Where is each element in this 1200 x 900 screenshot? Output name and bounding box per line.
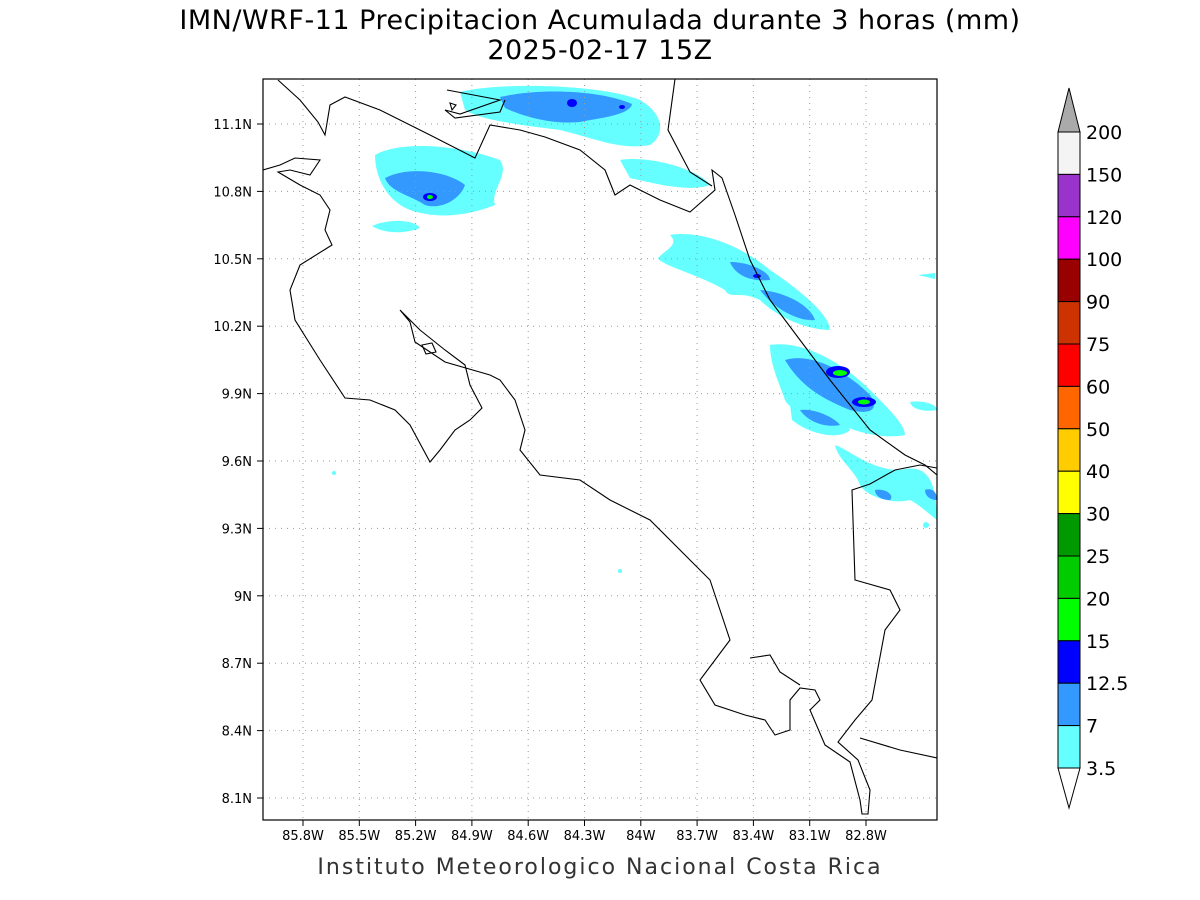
colorbar-label: 100 [1086, 249, 1122, 271]
lon-tick-label: 85.2W [395, 829, 437, 844]
lon-tick-label: 85.8W [282, 829, 324, 844]
colorbar-swatch [1057, 555, 1081, 599]
lat-tick-label: 10.8N [213, 185, 252, 200]
lat-tick-label: 9.3N [222, 522, 252, 537]
colorbar-swatch [1057, 131, 1081, 175]
colorbar-label: 30 [1086, 504, 1110, 526]
lat-tick-label: 11.1N [213, 118, 252, 133]
colorbar-over-arrow [1057, 87, 1081, 133]
precip-7-12.5 [385, 91, 937, 500]
lon-tick-label: 83.1W [789, 829, 831, 844]
lat-tick-label: 9N [234, 590, 252, 605]
colorbar-label: 25 [1086, 546, 1110, 568]
lat-tick-label: 8.1N [222, 792, 252, 807]
lon-tick-label: 82.8W [845, 829, 887, 844]
lat-tick-label: 10.2N [213, 320, 252, 335]
colorbar-swatch [1057, 640, 1081, 684]
colorbar-swatch [1057, 216, 1081, 260]
lon-tick-label: 84.9W [451, 829, 493, 844]
precip-12.5-15 [423, 99, 876, 407]
colorbar-swatch [1057, 597, 1081, 642]
precip-field [332, 85, 937, 573]
map-frame [262, 78, 938, 821]
lon-tick-label: 83.4W [732, 829, 774, 844]
colorbar-swatch [1057, 513, 1081, 557]
colorbar-label: 40 [1086, 461, 1110, 483]
colorbar-label: 15 [1086, 631, 1110, 653]
lon-tick-label: 83.7W [676, 829, 718, 844]
colorbar-label: 20 [1086, 588, 1110, 610]
map-datetime: 2025-02-17 15Z [487, 35, 713, 66]
colorbar-under-arrow [1057, 767, 1081, 810]
colorbar: 200 150 120 100 90 75 60 50 40 30 25 20 15 12.5 7 3.5 [1057, 87, 1128, 810]
colorbar-label: 200 [1086, 122, 1122, 144]
precip-3.5-7 [332, 85, 937, 573]
colorbar-label: 60 [1086, 376, 1110, 398]
colorbar-swatch [1057, 173, 1081, 218]
colorbar-label: 120 [1086, 207, 1122, 229]
precip-15-20 [427, 195, 870, 405]
colorbar-label: 90 [1086, 292, 1110, 314]
lon-tick-label: 85.5W [338, 829, 380, 844]
lat-tick-label: 10.5N [213, 253, 252, 268]
colorbar-swatch [1057, 385, 1081, 430]
coastlines [263, 79, 937, 815]
colorbar-swatch [1057, 725, 1081, 769]
colorbar-swatch [1057, 428, 1081, 472]
colorbar-swatch [1057, 301, 1081, 345]
lat-tick-label: 8.7N [222, 657, 252, 672]
colorbar-swatch [1057, 258, 1081, 303]
graticule [263, 79, 937, 820]
colorbar-label: 12.5 [1086, 673, 1128, 695]
colorbar-label: 50 [1086, 419, 1110, 441]
colorbar-label: 150 [1086, 164, 1122, 186]
lat-tick-label: 9.9N [222, 388, 252, 403]
colorbar-label: 7 [1086, 716, 1098, 738]
lon-tick-label: 84.6W [507, 829, 549, 844]
colorbar-swatch [1057, 682, 1081, 727]
lon-tick-label: 84W [626, 829, 656, 844]
colorbar-label: 75 [1086, 334, 1110, 356]
colorbar-swatch [1057, 470, 1081, 515]
map-title: IMN/WRF-11 Precipitacion Acumulada duran… [179, 5, 1021, 36]
colorbar-label: 3.5 [1086, 758, 1116, 780]
lat-tick-label: 9.6N [222, 455, 252, 470]
lat-tick-label: 8.4N [222, 725, 252, 740]
colorbar-swatch [1057, 343, 1081, 387]
lon-tick-label: 84.3W [564, 829, 606, 844]
footer-credit: Instituto Meteorologico Nacional Costa R… [317, 855, 883, 880]
